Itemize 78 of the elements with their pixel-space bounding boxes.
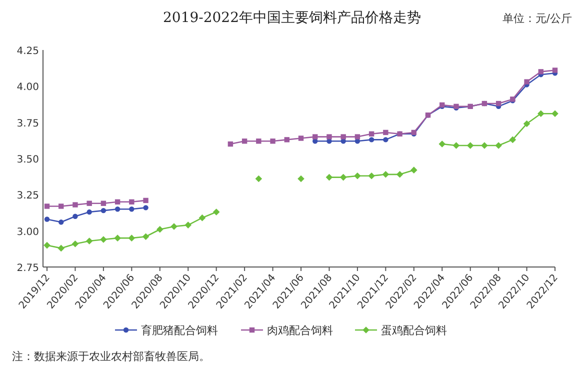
- point: [509, 136, 516, 144]
- point: [255, 175, 262, 182]
- point: [410, 166, 418, 174]
- point: [142, 233, 150, 240]
- point: [44, 216, 50, 222]
- point: [466, 142, 474, 149]
- point: [58, 204, 64, 209]
- point: [184, 222, 192, 228]
- y-tick-label: 3.50: [16, 154, 39, 166]
- point: [242, 138, 248, 144]
- point: [114, 206, 120, 212]
- point: [58, 244, 65, 252]
- point: [340, 174, 347, 181]
- point: [340, 134, 346, 140]
- point: [170, 223, 178, 230]
- point: [58, 220, 64, 225]
- point: [86, 238, 93, 244]
- point: [72, 240, 79, 248]
- point: [143, 205, 148, 210]
- point: [368, 137, 374, 142]
- point: [86, 200, 92, 206]
- y-tick-label: 2.75: [16, 263, 39, 274]
- point: [198, 214, 206, 222]
- point: [552, 68, 558, 73]
- point: [523, 120, 530, 128]
- point: [326, 174, 333, 181]
- legend-label: 育肥猪配合饲料: [141, 324, 218, 337]
- y-tick-label: 3.00: [16, 226, 39, 238]
- point: [326, 134, 332, 140]
- point: [284, 137, 290, 142]
- legend-label: 肉鸡配合饲料: [267, 324, 333, 337]
- point: [298, 175, 304, 182]
- point: [270, 138, 276, 144]
- text: 单位：元/公斤: [502, 12, 572, 25]
- point: [481, 142, 488, 149]
- point: [383, 130, 388, 136]
- point: [298, 136, 304, 141]
- point: [129, 206, 134, 212]
- point: [438, 140, 446, 148]
- point: [44, 242, 50, 249]
- point: [354, 172, 361, 180]
- y-tick-label: 4.00: [16, 82, 39, 94]
- point: [452, 142, 460, 149]
- y-tick-label: 3.25: [16, 190, 39, 202]
- y-tick-label: 3.75: [16, 118, 39, 130]
- chart-title: 2019-2022年中国主要饲料产品价格走势: [163, 10, 421, 26]
- point: [114, 199, 120, 204]
- point: [44, 204, 50, 209]
- point: [496, 100, 502, 106]
- point: [100, 200, 106, 206]
- legend-label: 蛋鸡配合饲料: [381, 324, 447, 337]
- point: [143, 198, 148, 204]
- point: [228, 141, 234, 147]
- point: [312, 134, 318, 140]
- point: [524, 79, 530, 84]
- point: [72, 202, 78, 208]
- point: [368, 172, 375, 180]
- point: [128, 234, 136, 242]
- point: [212, 208, 220, 216]
- point: [86, 209, 92, 215]
- point: [495, 142, 502, 149]
- point: [383, 137, 388, 142]
- point: [256, 138, 262, 144]
- point: [100, 236, 107, 243]
- point: [129, 199, 134, 204]
- point: [156, 226, 164, 233]
- point: [368, 131, 374, 137]
- y-tick-label: 4.25: [16, 46, 39, 57]
- text: 注：数据来源于农业农村部畜牧兽医局。: [12, 350, 210, 363]
- point: [396, 171, 404, 178]
- point: [354, 134, 360, 140]
- point: [100, 208, 106, 214]
- point: [537, 110, 544, 118]
- point: [538, 69, 544, 74]
- point: [72, 214, 78, 219]
- point: [382, 171, 390, 178]
- point: [114, 234, 121, 242]
- point: [552, 110, 558, 118]
